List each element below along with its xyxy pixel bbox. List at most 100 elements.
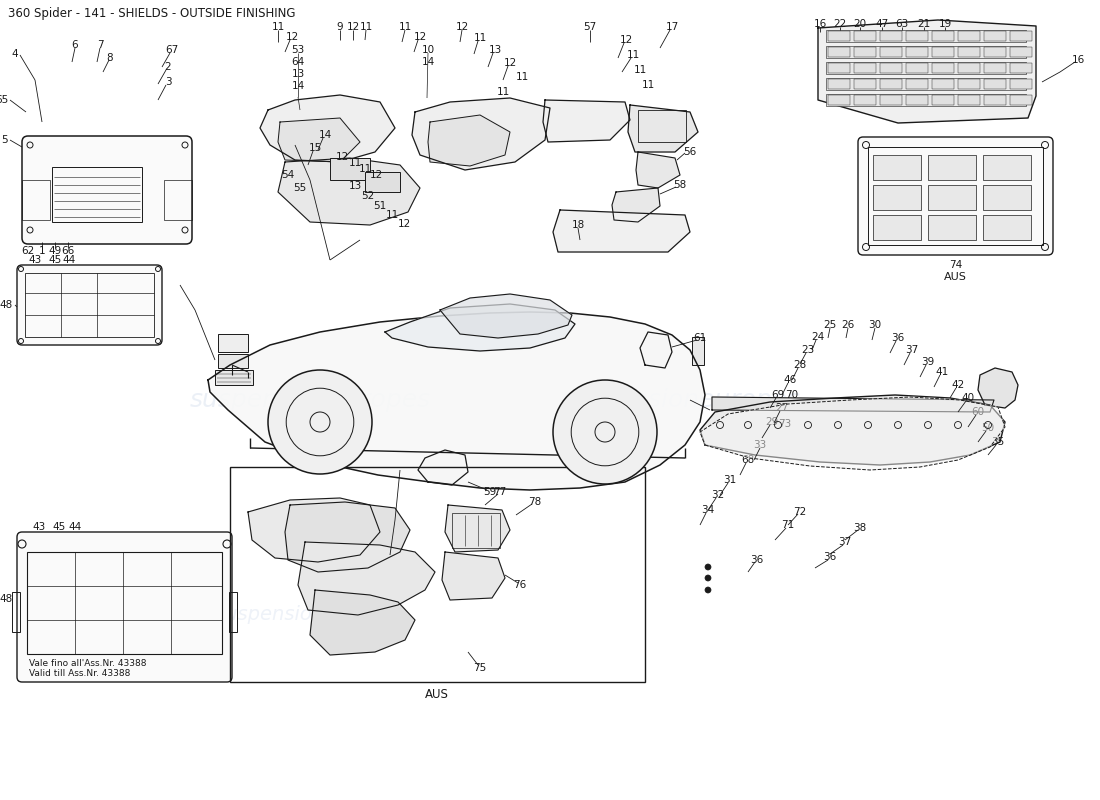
Text: 66: 66 (62, 246, 75, 256)
Text: 71: 71 (781, 520, 794, 530)
Text: 55: 55 (294, 183, 307, 193)
Polygon shape (440, 294, 572, 338)
Bar (958, 63, 980, 73)
Bar (854, 95, 876, 105)
Text: suspensioneuropes: suspensioneuropes (216, 606, 404, 625)
Text: 18: 18 (571, 220, 584, 230)
Bar (826, 46, 1026, 58)
FancyBboxPatch shape (22, 136, 192, 244)
Bar (1010, 63, 1032, 73)
Text: 11: 11 (398, 22, 411, 32)
Text: 26: 26 (842, 320, 855, 330)
Bar (958, 31, 980, 41)
Text: 5: 5 (1, 135, 8, 145)
Text: 46: 46 (783, 375, 796, 385)
Text: 11: 11 (496, 87, 509, 97)
Bar (984, 63, 1006, 73)
Bar (828, 95, 850, 105)
Polygon shape (385, 304, 575, 351)
Text: 360 Spider - 141 - SHIELDS - OUTSIDE FINISHING: 360 Spider - 141 - SHIELDS - OUTSIDE FIN… (8, 7, 296, 20)
Bar (1010, 79, 1032, 89)
Bar (826, 30, 1026, 42)
Text: 43: 43 (32, 522, 45, 532)
Text: 65: 65 (0, 95, 8, 105)
FancyBboxPatch shape (16, 532, 232, 682)
Text: 52: 52 (362, 191, 375, 201)
Text: 12: 12 (336, 152, 349, 162)
Text: 11: 11 (516, 72, 529, 82)
Text: 70: 70 (785, 390, 799, 400)
Bar (958, 95, 980, 105)
Polygon shape (412, 98, 550, 170)
Polygon shape (278, 158, 420, 225)
Text: 48: 48 (0, 594, 13, 604)
Bar (928, 155, 976, 180)
Polygon shape (700, 395, 1005, 465)
Text: 12: 12 (346, 22, 360, 32)
Bar (330, 158, 370, 180)
Bar (906, 95, 928, 105)
Polygon shape (978, 368, 1018, 408)
Text: 34: 34 (702, 505, 715, 515)
Bar (12, 592, 20, 632)
Bar (365, 172, 400, 192)
Text: 41: 41 (935, 367, 948, 377)
Text: 43: 43 (29, 255, 42, 265)
Polygon shape (260, 95, 395, 162)
Polygon shape (442, 552, 505, 600)
Text: 11: 11 (626, 50, 639, 60)
Bar (1010, 31, 1032, 41)
Bar (22, 180, 50, 220)
Bar (692, 337, 704, 365)
Polygon shape (208, 312, 705, 490)
Text: suspensioneuropes: suspensioneuropes (560, 388, 801, 412)
Text: 11: 11 (473, 33, 486, 43)
Text: 72: 72 (793, 507, 806, 517)
Circle shape (705, 564, 711, 570)
Text: 21: 21 (917, 19, 931, 29)
Text: 28: 28 (793, 360, 806, 370)
Polygon shape (298, 542, 434, 615)
Polygon shape (418, 450, 468, 485)
Text: suspensioneuropes: suspensioneuropes (189, 388, 430, 412)
Text: 39: 39 (922, 357, 935, 367)
Bar (873, 185, 921, 210)
Bar (230, 467, 645, 682)
Text: 11: 11 (349, 158, 362, 168)
Text: 59: 59 (483, 487, 496, 497)
Text: 11: 11 (385, 210, 398, 220)
Text: 12: 12 (619, 35, 632, 45)
Bar (928, 185, 976, 210)
Text: 10: 10 (421, 45, 434, 55)
Text: 76: 76 (514, 580, 527, 590)
Text: 17: 17 (666, 22, 679, 32)
Text: AUS: AUS (425, 687, 449, 701)
Text: 16: 16 (1071, 55, 1085, 65)
Text: 15: 15 (308, 143, 321, 153)
Bar (826, 94, 1026, 106)
Bar (984, 47, 1006, 57)
Bar (984, 31, 1006, 41)
Text: 54: 54 (282, 170, 295, 180)
Text: 38: 38 (854, 523, 867, 533)
Bar (828, 63, 850, 73)
Circle shape (268, 370, 372, 474)
Text: 11: 11 (359, 164, 372, 174)
Text: 51: 51 (373, 201, 386, 211)
Polygon shape (543, 100, 630, 142)
Bar (638, 110, 686, 142)
Polygon shape (310, 590, 415, 655)
Text: 49: 49 (48, 246, 62, 256)
Text: 13: 13 (488, 45, 502, 55)
Polygon shape (712, 397, 994, 412)
Text: 61: 61 (693, 333, 706, 343)
Text: 13: 13 (349, 181, 362, 191)
Text: 35: 35 (991, 437, 1004, 447)
Polygon shape (612, 188, 660, 222)
Bar (854, 47, 876, 57)
Text: 6: 6 (72, 40, 78, 50)
Polygon shape (628, 105, 698, 152)
Polygon shape (818, 20, 1036, 123)
Text: 19: 19 (938, 19, 952, 29)
Text: 67: 67 (165, 45, 178, 55)
